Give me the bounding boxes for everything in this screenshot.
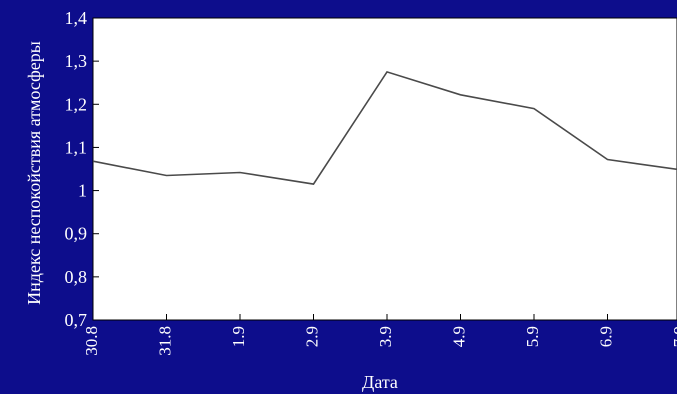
x-axis-title: Дата: [362, 372, 398, 392]
x-tick-label: 5.9: [523, 326, 542, 347]
y-tick-label: 1,3: [65, 51, 88, 71]
x-tick-label: 4.9: [449, 326, 468, 347]
x-tick-label: 7.9: [670, 326, 677, 347]
x-tick-label: 31.8: [155, 326, 174, 356]
x-tick-label: 1.9: [229, 326, 248, 347]
x-tick-label: 30.8: [82, 326, 101, 356]
y-tick-label: 1,1: [65, 137, 88, 157]
y-tick-label: 1: [78, 181, 87, 201]
y-axis-title: Индекс неспокойствия атмосферы: [24, 41, 44, 305]
y-tick-label: 1,4: [65, 8, 88, 28]
plot-area: [92, 17, 677, 321]
x-tick-label: 2.9: [302, 326, 321, 347]
y-tick-label: 0,8: [65, 267, 88, 287]
x-axis: 30.8 31.8 1.9 2.9 3.9 4.9 5.9 6.9 7.9: [82, 314, 677, 356]
y-axis: 0,7 0,8 0,9 1 1,1 1,2 1,3 1,4: [65, 8, 99, 330]
y-tick-label: 0,9: [65, 224, 88, 244]
series-line: [92, 70, 677, 185]
x-tick-label: 6.9: [596, 326, 615, 347]
x-tick-label: 3.9: [376, 326, 395, 347]
y-tick-label: 0,7: [65, 310, 88, 330]
y-tick-label: 1,2: [65, 94, 88, 114]
